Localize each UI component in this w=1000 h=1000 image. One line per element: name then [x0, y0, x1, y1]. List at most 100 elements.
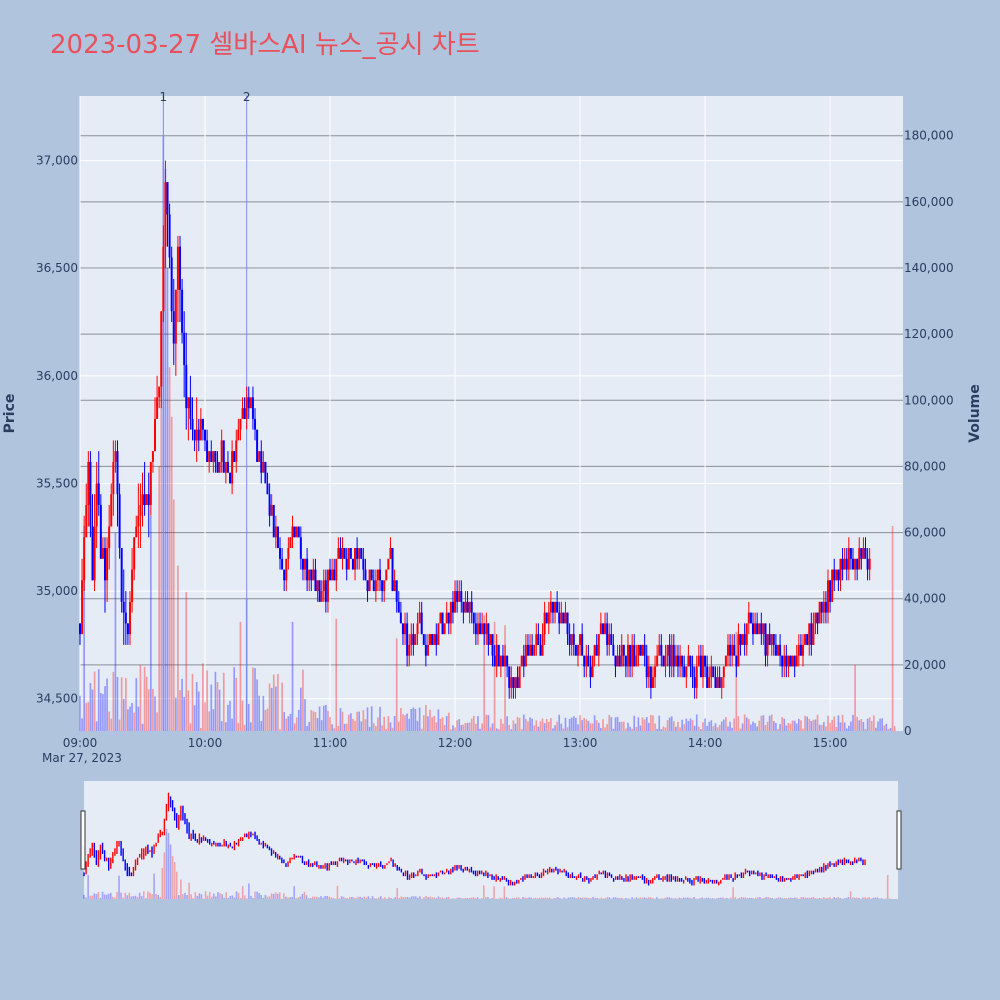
candle-body [395, 580, 398, 602]
candle-body [429, 634, 432, 645]
candle-body [629, 644, 632, 667]
candle-body [849, 548, 852, 559]
volume-bar [718, 724, 721, 731]
volume-bar [256, 679, 258, 731]
candle-body [660, 644, 663, 656]
range-volume-bar [472, 897, 475, 899]
candle-body [441, 612, 444, 635]
volume-bar [710, 720, 713, 731]
range-volume-bar [375, 898, 378, 899]
volume-bar [300, 687, 302, 731]
volume-bar [608, 714, 611, 731]
volume-bar [879, 718, 881, 731]
volume-bar [793, 720, 796, 731]
candle-body [610, 634, 613, 645]
volume-bar [835, 726, 838, 731]
range-volume-bar [419, 896, 421, 899]
candle-body [774, 644, 777, 656]
candle-body [143, 494, 146, 505]
range-volume-bar [408, 897, 411, 899]
candle-body [754, 623, 757, 635]
range-volume-bar [153, 873, 155, 899]
volume-bar [118, 719, 121, 731]
range-volume-bar [295, 898, 298, 899]
candle-body [564, 612, 567, 624]
range-volume-bar [87, 874, 89, 899]
range-volume-bar [701, 897, 704, 899]
range-handle-right[interactable] [896, 810, 902, 870]
candle-body [335, 558, 338, 581]
candle-body [404, 623, 407, 635]
candle-body [312, 569, 315, 581]
candle-body [608, 634, 611, 645]
candle-body [597, 634, 600, 656]
volume-bar [868, 717, 871, 731]
range-volume-bar [705, 897, 708, 899]
candle-body [241, 408, 244, 419]
volume-bar [452, 725, 454, 731]
candle-body [435, 634, 438, 645]
candle-body [99, 504, 102, 559]
candle-body [168, 214, 171, 258]
volume-bar [533, 725, 536, 731]
candle-body [247, 397, 250, 409]
volume-bar [139, 665, 142, 731]
range-volume-bar [656, 897, 658, 899]
volume-bar [685, 718, 688, 731]
volume-bar [887, 729, 890, 731]
candle-body [622, 644, 625, 656]
annotation-label: 2 [243, 90, 251, 104]
range-volume-bar [221, 894, 223, 899]
candle-body [712, 666, 715, 678]
range-volume-bar [233, 897, 236, 899]
candle-body [676, 655, 679, 667]
candle-body [195, 429, 198, 441]
volume-bar [289, 713, 292, 731]
volume-bar [831, 720, 833, 731]
volume-bar [341, 711, 344, 731]
volume-bar [737, 716, 740, 731]
candle-body [574, 644, 577, 656]
chart-title: 2023-03-27 셀바스AI 뉴스_공시 차트 [50, 30, 480, 60]
range-volume-bar [264, 894, 267, 899]
candle-body [295, 526, 298, 538]
candle-body [154, 418, 157, 452]
candle-body [731, 644, 734, 656]
range-volume-bar [806, 897, 809, 899]
volume-bar [333, 728, 336, 731]
range-volume-bar [711, 898, 714, 899]
volume-bar [131, 703, 133, 731]
volume-bar [552, 728, 554, 731]
candle-body [691, 666, 694, 678]
volume-bar [645, 717, 648, 731]
volume-bar [564, 717, 567, 731]
range-candles [83, 792, 866, 886]
candle-body [122, 601, 125, 613]
range-volume-bar [855, 897, 858, 899]
volume-bar [870, 721, 873, 731]
volume-bar [231, 718, 233, 731]
volume-bar [108, 711, 111, 731]
volume-bar [554, 725, 556, 731]
candle-body [831, 569, 834, 602]
candle-body [383, 580, 386, 592]
range-volume-bar [684, 897, 687, 899]
volume-bar [556, 721, 558, 731]
range-volume-bar [192, 898, 195, 899]
range-volume-bar [567, 897, 570, 899]
volume-bar [618, 722, 621, 731]
candle-body [79, 623, 81, 635]
candle-body [185, 365, 188, 409]
candle-body [385, 569, 388, 581]
range-handle-left[interactable] [80, 810, 86, 870]
volume-bar [695, 714, 698, 731]
range-volume-bar [190, 894, 192, 899]
candle-body [356, 548, 359, 559]
candle-body [89, 461, 92, 527]
volume-tick-label: 120,000 [904, 327, 954, 341]
candle-body [729, 644, 732, 656]
range-volume-bar [425, 895, 427, 899]
candle-body [766, 634, 769, 656]
candle-body [156, 397, 159, 419]
candle-body [672, 644, 675, 667]
